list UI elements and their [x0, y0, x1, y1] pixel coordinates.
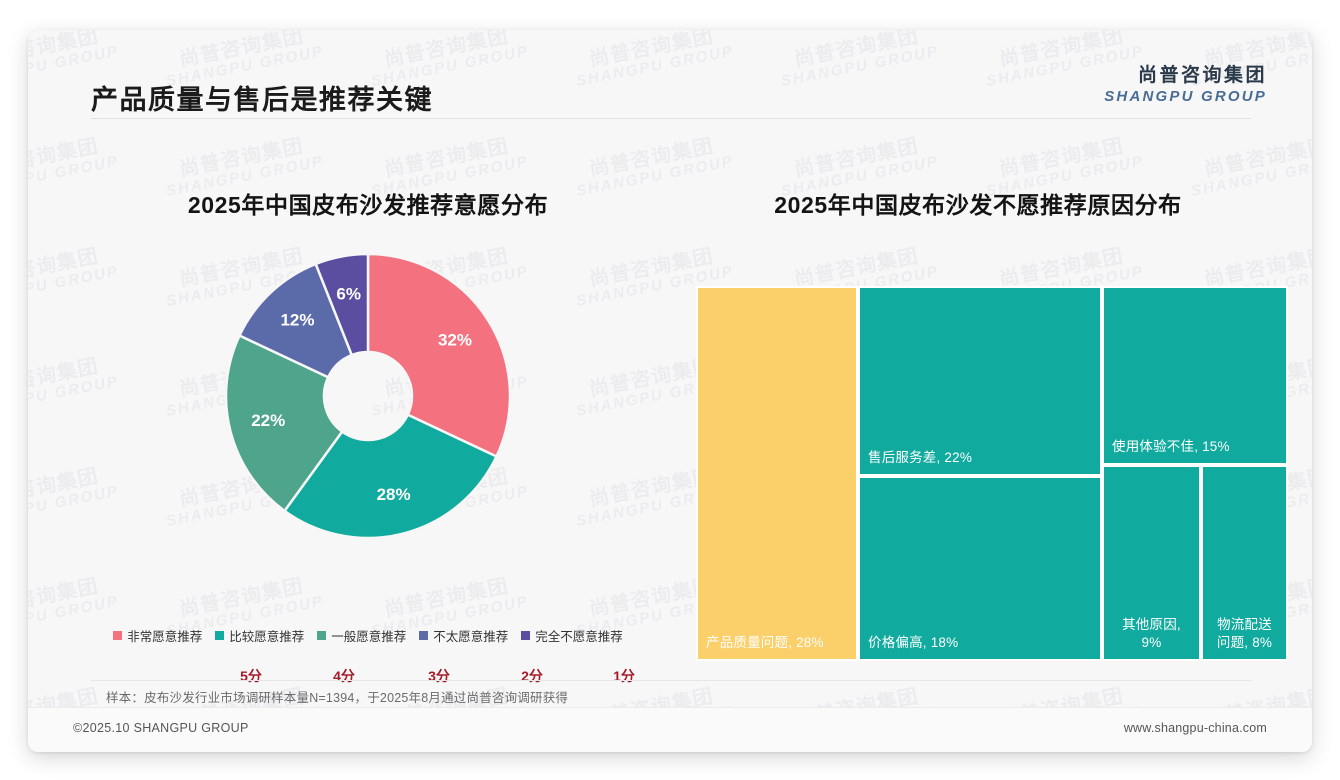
donut-slice-label: 32% [438, 330, 472, 349]
legend-label: 完全不愿意推荐 [535, 630, 623, 644]
legend-swatch-icon [113, 631, 123, 640]
footer-copyright: ©2025.10 SHANGPU GROUP [73, 721, 249, 735]
slide-card: 尚普咨询集团 SHANGPU GROUP 尚普咨询集团 SHANGPU GROUP 尚普… [28, 30, 1312, 752]
sample-note-divider [91, 680, 1251, 681]
donut-chart-area: 32% 28% 22% 12% 6% [68, 238, 668, 578]
donut-slice[interactable] [314, 252, 370, 357]
donut-chart-title: 2025年中国皮布沙发推荐意愿分布 [187, 192, 549, 218]
legend-swatch-icon [215, 631, 225, 640]
sample-note: 样本：皮布沙发行业市场调研样本量N=1394，于2025年8月通过尚普咨询调研获… [106, 691, 569, 705]
treemap-cell-label: 售后服务差, 22% [868, 449, 973, 465]
donut-slice[interactable] [224, 333, 344, 513]
treemap-chart-title: 2025年中国皮布沙发不愿推荐原因分布 [774, 192, 1182, 218]
treemap-cell[interactable]: 物流配送问题, 8% [1201, 465, 1288, 661]
brand-logo: 尚普咨询集团 SHANGPU GROUP [1104, 60, 1267, 105]
header-divider [91, 118, 1251, 119]
donut-chart-svg: 32% 28% 22% 12% 6% [224, 252, 512, 540]
score-label: 5分 [240, 668, 262, 684]
score-label: 3分 [428, 668, 450, 684]
legend-label: 不太愿意推荐 [433, 630, 509, 644]
legend-item[interactable]: 不太愿意推荐 [419, 626, 508, 645]
treemap-cell-label: 产品质量问题, 28% [706, 634, 824, 650]
donut-slice-label: 6% [336, 284, 361, 303]
legend-item[interactable]: 非常愿意推荐 [113, 626, 202, 645]
treemap-cell-label: 其他原因, 9% [1122, 616, 1181, 650]
score-label: 4分 [333, 668, 355, 684]
treemap-cell[interactable]: 价格偏高, 18% [858, 476, 1102, 661]
treemap-cell-label: 物流配送问题, 8% [1216, 616, 1273, 650]
donut-slice-label: 28% [377, 485, 411, 504]
treemap-cell-label: 使用体验不佳, 15% [1112, 438, 1230, 454]
donut-slice-label: 12% [280, 310, 314, 329]
logo-chinese-text: 尚普咨询集团 [1137, 65, 1267, 86]
donut-chart-panel: 2025年中国皮布沙发推荐意愿分布 32% 28% 22% 12% 6% 非常愿意推荐 比… [68, 148, 668, 708]
legend-swatch-icon [419, 631, 429, 640]
treemap-cell[interactable]: 售后服务差, 22% [858, 286, 1102, 476]
legend-item[interactable]: 完全不愿意推荐 [521, 626, 623, 645]
treemap-chart-panel: 2025年中国皮布沙发不愿推荐原因分布 产品质量问题, 28% 售后服务差, 22… [678, 148, 1288, 708]
logo-english-text: SHANGPU GROUP [1104, 88, 1267, 105]
legend-swatch-icon [317, 631, 327, 640]
page-title: 产品质量与售后是推荐关键 [91, 85, 433, 115]
legend-label: 比较愿意推荐 [229, 630, 305, 644]
legend-label: 一般愿意推荐 [331, 630, 407, 644]
slide-header: 产品质量与售后是推荐关键 尚普咨询集团 SHANGPU GROUP [28, 30, 1312, 120]
legend-item[interactable]: 比较愿意推荐 [215, 626, 304, 645]
treemap-cell[interactable]: 使用体验不佳, 15% [1102, 286, 1288, 465]
donut-slice-label: 22% [251, 411, 285, 430]
slide-footer: ©2025.10 SHANGPU GROUP www.shangpu-china… [28, 707, 1312, 752]
legend-label: 非常愿意推荐 [127, 630, 203, 644]
donut-slice[interactable] [282, 413, 499, 540]
footer-website: www.shangpu-china.com [1123, 721, 1267, 735]
treemap-cell[interactable]: 其他原因, 9% [1102, 465, 1201, 661]
legend-item[interactable]: 一般愿意推荐 [317, 626, 406, 645]
legend-swatch-icon [521, 631, 531, 640]
treemap-chart-area: 产品质量问题, 28% 售后服务差, 22% 价格偏高, 18% 使用体验不佳, 15… [696, 286, 1288, 661]
treemap-cell-label: 价格偏高, 18% [868, 634, 959, 650]
score-label: 2分 [521, 668, 543, 684]
treemap-cell[interactable]: 产品质量问题, 28% [696, 286, 858, 661]
donut-slice[interactable] [366, 252, 512, 459]
donut-legend: 非常愿意推荐 比较愿意推荐 一般愿意推荐 不太愿意推荐 完全不愿意推荐 [68, 626, 668, 645]
score-label: 1分 [613, 668, 635, 684]
